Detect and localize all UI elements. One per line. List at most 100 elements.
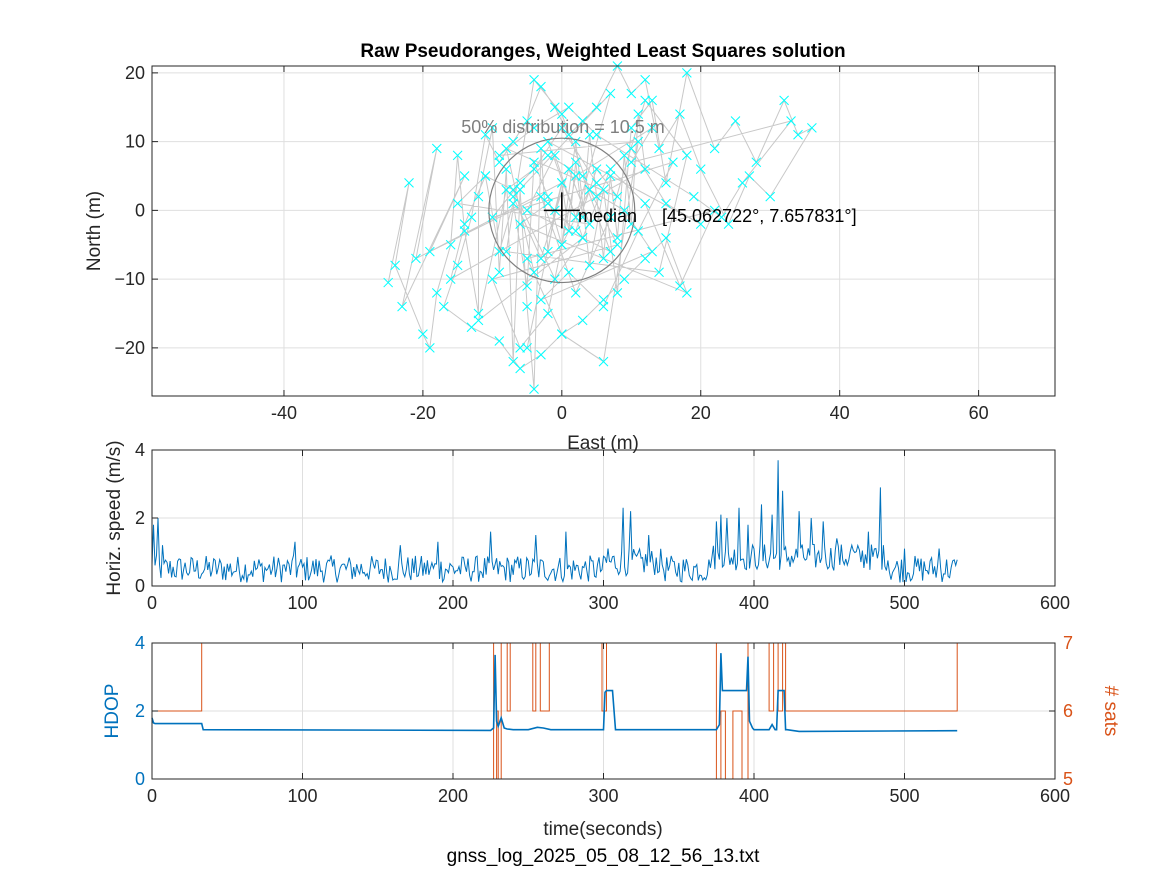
marker-stroke [424, 246, 435, 257]
marker-stroke [522, 301, 532, 312]
position-fix-marker [577, 171, 588, 181]
position-fix-marker [556, 123, 567, 133]
hdop-xtick-label: 0 [147, 786, 157, 806]
marker-stroke [383, 277, 394, 288]
position-fix-marker [612, 191, 623, 202]
position-fix-marker [536, 349, 546, 360]
marker-stroke [473, 315, 484, 326]
marker-stroke [737, 178, 748, 188]
hdop-xtick-label: 200 [438, 786, 468, 806]
marker-stroke [501, 246, 512, 257]
position-fix-marker [598, 356, 609, 367]
marker-stroke [640, 95, 651, 106]
marker-stroke [515, 363, 525, 374]
position-fix-marker [529, 74, 539, 85]
position-fix-marker [390, 260, 400, 271]
marker-stroke [695, 164, 706, 174]
hdop-xtick-label: 500 [889, 786, 919, 806]
marker-stroke [445, 274, 456, 284]
position-fix-marker [556, 109, 567, 119]
position-fix-marker [529, 157, 539, 168]
speed-xtick-label: 0 [147, 593, 157, 613]
marker-stroke [536, 191, 546, 202]
position-fix-marker [633, 136, 644, 147]
marker-stroke [508, 356, 519, 367]
position-fix-marker [556, 329, 567, 339]
marker-stroke [543, 150, 553, 161]
scatter-xtick-label: 60 [969, 403, 989, 423]
position-fix-marker [584, 260, 595, 271]
position-fix-marker [550, 150, 560, 161]
scatter-xtick-label: 0 [557, 403, 567, 423]
marker-stroke [591, 164, 602, 174]
position-fix-marker [522, 205, 532, 216]
marker-stroke [577, 315, 588, 326]
marker-stroke [494, 246, 505, 257]
position-fix-marker [605, 88, 616, 99]
marker-stroke [501, 184, 512, 195]
marker-stroke [612, 239, 623, 250]
scatter-ytick-label: −10 [114, 269, 145, 289]
marker-stroke [640, 74, 651, 85]
marker-stroke [598, 294, 609, 305]
marker-stroke [605, 88, 616, 99]
marker-stroke [473, 191, 484, 202]
scatter-xtick-label: -20 [410, 403, 436, 423]
position-fix-marker [452, 198, 463, 209]
position-fix-marker [529, 267, 539, 278]
marker-stroke [605, 212, 616, 223]
marker-stroke [661, 178, 671, 188]
marker-stroke [598, 184, 609, 195]
position-fix-marker [619, 205, 630, 216]
marker-stroke [543, 308, 553, 319]
marker-stroke [529, 384, 539, 394]
marker-stroke [709, 143, 720, 154]
marker-stroke [675, 281, 685, 291]
marker-stroke [508, 191, 519, 202]
position-fix-marker [584, 129, 595, 140]
marker-stroke [522, 116, 532, 126]
scatter-ytick-label: 10 [125, 132, 145, 152]
marker-stroke [688, 191, 699, 202]
position-fix-marker [543, 150, 553, 161]
marker-stroke [807, 123, 817, 133]
marker-stroke [515, 219, 525, 229]
marker-stroke [668, 157, 678, 168]
marker-stroke [661, 233, 671, 243]
marker-stroke [515, 343, 525, 353]
position-fix-marker [466, 212, 477, 223]
position-fix-marker [591, 129, 602, 140]
speed-xtick-label: 100 [287, 593, 317, 613]
position-fix-marker [688, 191, 699, 202]
hdop-xtick-label: 600 [1040, 786, 1070, 806]
distribution-circle-group [488, 137, 636, 284]
marker-stroke [536, 349, 546, 360]
marker-stroke [584, 129, 595, 140]
position-fix-marker [424, 343, 435, 353]
marker-stroke [695, 219, 706, 229]
marker-stroke [494, 336, 505, 346]
position-fix-marker [716, 212, 727, 223]
position-fix-marker [654, 143, 664, 154]
sats-ytick-label: 7 [1063, 633, 1073, 653]
position-fix-marker [383, 277, 394, 288]
marker-stroke [438, 301, 449, 312]
scatter-panel: -40 -20 0 20 40 60 −20 −10 0 10 20 Raw Pseudorange… [84, 41, 1056, 454]
scatter-ylabel: North (m) [84, 191, 105, 271]
position-fix-marker [480, 171, 491, 181]
position-fix-marker [605, 171, 616, 181]
marker-stroke [577, 212, 588, 223]
position-fix-marker [487, 274, 498, 284]
position-fix-marker [647, 95, 657, 106]
distribution-label: 50% distribution = 10.5 m [461, 117, 665, 137]
marker-stroke [508, 198, 519, 209]
marker-stroke [459, 226, 470, 236]
marker-stroke [522, 281, 532, 291]
scatter-ticks: -40 -20 0 20 40 60 −20 −10 0 10 20 [114, 63, 988, 423]
position-fix-marker [640, 74, 651, 85]
marker-stroke [452, 260, 463, 271]
marker-stroke [404, 178, 414, 188]
marker-stroke [543, 191, 553, 202]
position-fix-marker [494, 150, 505, 161]
marker-stroke [661, 198, 671, 209]
